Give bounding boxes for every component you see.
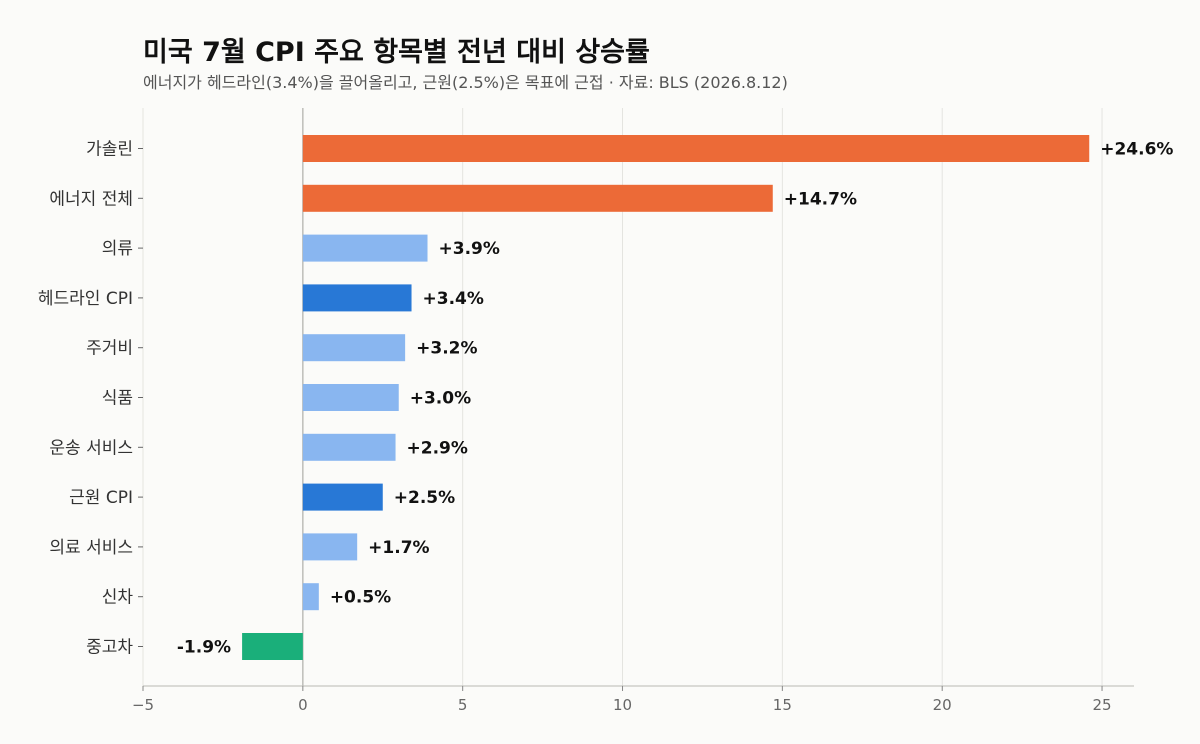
category-label-8: 의료 서비스 [49, 538, 133, 558]
bars [242, 135, 1090, 660]
value-label-7: +2.5% [394, 488, 455, 508]
category-label-6: 운송 서비스 [49, 438, 133, 458]
x-axis: −5 0 5 10 15 20 25 [132, 685, 1134, 714]
bar-3 [302, 284, 412, 312]
value-label-3: +3.4% [423, 289, 484, 309]
bar-10 [242, 633, 303, 660]
value-label-1: +14.7% [784, 189, 857, 209]
bar-7 [302, 483, 383, 511]
value-label-9: +0.5% [330, 588, 391, 608]
bar-0 [302, 135, 1090, 162]
category-label-5: 식품 [102, 389, 133, 409]
category-label-1: 에너지 전체 [49, 189, 133, 209]
x-tick-label-5: 20 [933, 696, 952, 714]
bar-1 [302, 184, 773, 212]
x-tick-label-0: −5 [132, 696, 154, 714]
value-labels: +24.6% +14.7% +3.9% +3.4% +3.2% +3.0% +2.9% +2.… [177, 140, 1174, 658]
category-label-3: 헤드라인 CPI [38, 289, 133, 309]
chart-title: 미국 7월 CPI 주요 항목별 전년 대비 상승률 [143, 37, 650, 68]
category-label-2: 의류 [102, 239, 133, 259]
value-label-10: -1.9% [177, 638, 231, 658]
value-label-2: +3.9% [439, 239, 500, 259]
value-label-4: +3.2% [416, 339, 477, 359]
category-label-7: 근원 CPI [69, 488, 133, 508]
x-tick-label-1: 0 [298, 696, 308, 714]
x-tick-label-2: 5 [458, 696, 468, 714]
category-label-9: 신차 [102, 588, 134, 608]
bar-6 [302, 433, 396, 461]
bar-4 [302, 334, 406, 362]
bar-9 [302, 583, 319, 611]
bar-8 [302, 533, 358, 561]
x-tick-label-6: 25 [1092, 696, 1111, 714]
x-tick-label-4: 15 [773, 696, 792, 714]
chart-subtitle: 에너지가 헤드라인(3.4%)을 끌어올리고, 근원(2.5%)은 목표에 근접… [143, 73, 788, 92]
value-label-0: +24.6% [1100, 140, 1173, 160]
value-label-6: +2.9% [407, 438, 468, 458]
category-label-0: 가솔린 [86, 140, 133, 160]
value-label-5: +3.0% [410, 389, 471, 409]
value-label-8: +1.7% [368, 538, 429, 558]
bar-2 [302, 234, 428, 262]
bar-5 [302, 384, 399, 411]
category-label-10: 중고차 [86, 638, 133, 658]
category-label-4: 주거비 [86, 339, 133, 359]
x-tick-label-3: 10 [613, 696, 632, 714]
